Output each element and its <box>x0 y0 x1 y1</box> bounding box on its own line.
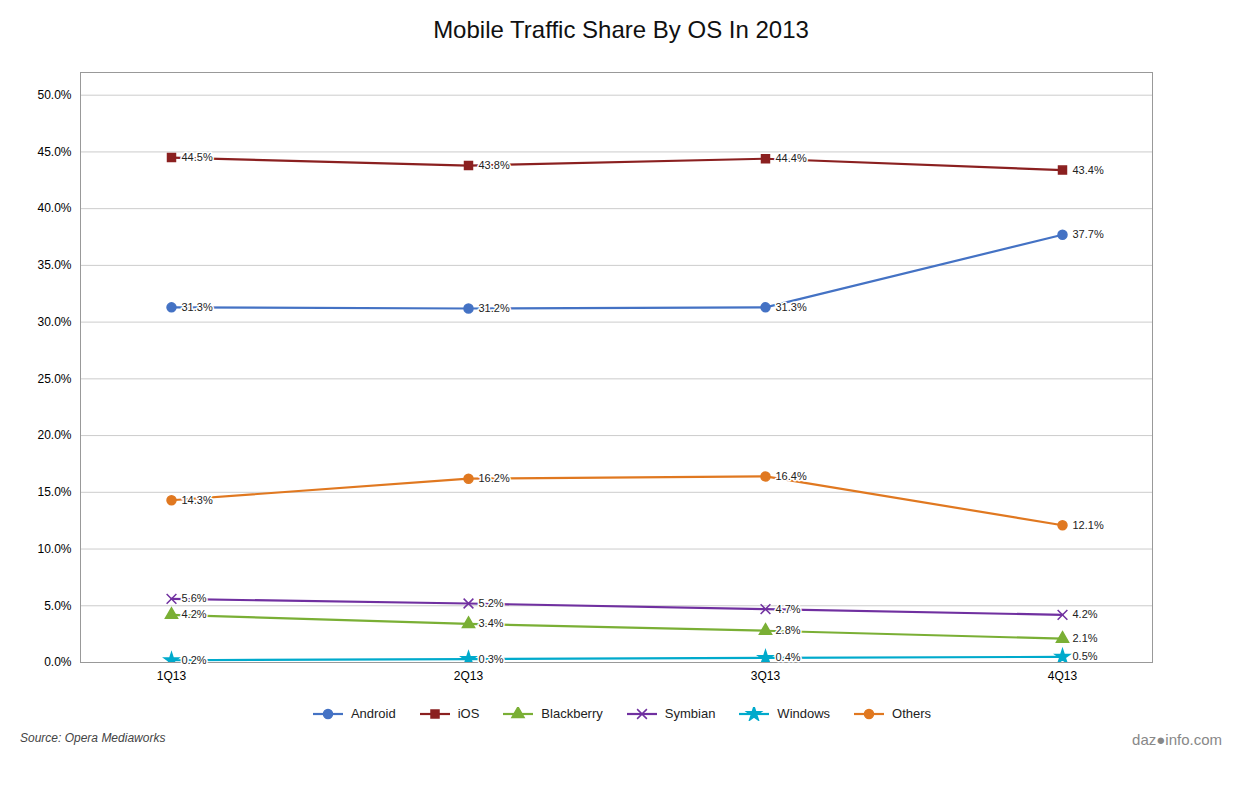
svg-text:31.3%: 31.3% <box>182 301 213 313</box>
html-text:Source: Opera Mediaworks: Source: Opera Mediaworks <box>20 731 166 745</box>
svg-text:35.0%: 35.0% <box>37 258 71 272</box>
svg-text:3.4%: 3.4% <box>479 617 504 629</box>
svg-text:10.0%: 10.0% <box>37 542 71 556</box>
svg-text:5.6%: 5.6% <box>182 592 207 604</box>
html-text:Mobile Traffic Share By OS In: Mobile Traffic Share By OS In 2013 <box>433 16 809 43</box>
svg-text:0.3%: 0.3% <box>479 653 504 665</box>
svg-text:4.2%: 4.2% <box>182 608 207 620</box>
html-text:Windows: Windows <box>777 706 831 721</box>
svg-text:30.0%: 30.0% <box>37 315 71 329</box>
svg-text:37.7%: 37.7% <box>1073 228 1104 240</box>
svg-text:12.1%: 12.1% <box>1073 519 1104 531</box>
svg-text:31.3%: 31.3% <box>776 301 807 313</box>
html-text:iOS: iOS <box>457 706 480 721</box>
svg-text:44.5%: 44.5% <box>182 151 213 163</box>
svg-text:44.4%: 44.4% <box>776 152 807 164</box>
html-text:Symbian: Symbian <box>664 706 716 721</box>
svg-text:20.0%: 20.0% <box>37 428 71 442</box>
svg-text:45.0%: 45.0% <box>37 145 71 159</box>
svg-text:3Q13: 3Q13 <box>751 669 781 683</box>
html-text:Others: Others <box>892 706 932 721</box>
svg-text:5.2%: 5.2% <box>479 597 504 609</box>
svg-text:40.0%: 40.0% <box>37 201 71 215</box>
svg-text:2Q13: 2Q13 <box>454 669 484 683</box>
svg-text:0.4%: 0.4% <box>776 651 801 663</box>
svg-text:1Q13: 1Q13 <box>157 669 187 683</box>
svg-text:43.4%: 43.4% <box>1073 164 1104 176</box>
svg-text:15.0%: 15.0% <box>37 485 71 499</box>
svg-text:50.0%: 50.0% <box>37 88 71 102</box>
html-text:Android: Android <box>350 706 396 721</box>
svg-text:14.3%: 14.3% <box>182 494 213 506</box>
svg-text:0.0%: 0.0% <box>44 655 72 669</box>
svg-text:0.5%: 0.5% <box>1073 650 1098 662</box>
svg-text:16.4%: 16.4% <box>776 470 807 482</box>
svg-text:25.0%: 25.0% <box>37 372 71 386</box>
svg-text:43.8%: 43.8% <box>479 159 510 171</box>
svg-text:5.0%: 5.0% <box>44 599 72 613</box>
svg-text:16.2%: 16.2% <box>479 472 510 484</box>
svg-text:0.2%: 0.2% <box>182 654 207 666</box>
svg-text:31.2%: 31.2% <box>479 302 510 314</box>
svg-text:4.2%: 4.2% <box>1073 608 1098 620</box>
svg-text:2.8%: 2.8% <box>776 624 801 636</box>
svg-text:4Q13: 4Q13 <box>1048 669 1078 683</box>
html-text:daz●info.com: daz●info.com <box>1132 731 1222 748</box>
svg-text:2.1%: 2.1% <box>1073 632 1098 644</box>
svg-text:4.7%: 4.7% <box>776 603 801 615</box>
html-text:Blackberry: Blackberry <box>541 706 603 721</box>
